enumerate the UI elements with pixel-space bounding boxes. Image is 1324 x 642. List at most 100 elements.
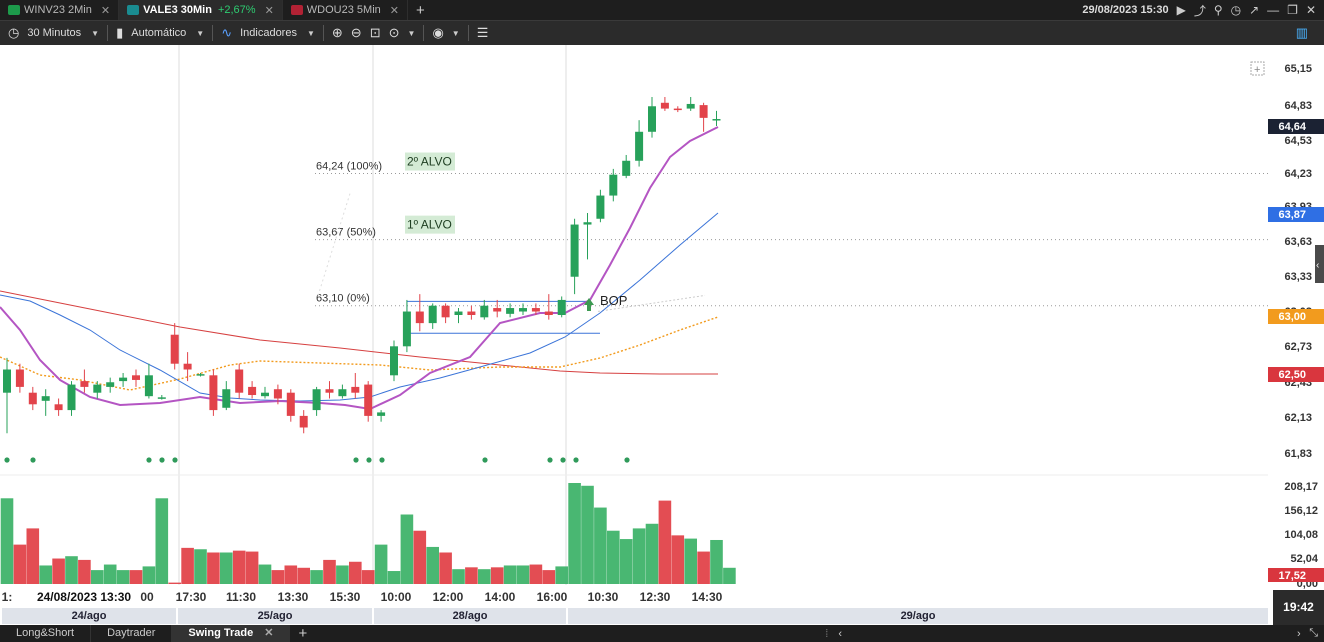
period-select[interactable]: ◷ 30 Minutos ▼ xyxy=(0,21,107,46)
time-tick: 12:00 xyxy=(433,590,464,604)
ma-fast-line xyxy=(0,126,719,411)
volume-bar xyxy=(594,507,607,584)
candle-body xyxy=(338,389,347,397)
chevron-down-icon[interactable]: ▼ xyxy=(407,28,416,38)
signal-dot xyxy=(482,457,488,463)
candle-body xyxy=(157,397,166,399)
candle-body xyxy=(209,375,218,411)
close-icon[interactable]: ✕ xyxy=(264,4,274,17)
candle-body xyxy=(28,392,37,405)
price-tick: 64,23 xyxy=(1284,168,1312,180)
zoom-area-icon[interactable]: ⊡ xyxy=(369,25,381,40)
link-icon[interactable]: ⚲ xyxy=(1213,3,1223,17)
scale-select[interactable]: ▮ Automático ▼ xyxy=(108,21,212,46)
price-tag-bg xyxy=(1268,119,1324,134)
brazil-flag-icon xyxy=(8,5,20,15)
sliders-icon: ☰ xyxy=(476,25,489,40)
crosshair-plus-icon: + xyxy=(1254,64,1260,76)
volume-bar xyxy=(516,565,530,584)
signal-dot xyxy=(547,457,553,463)
bop-label: BOP xyxy=(600,293,627,308)
candle-body xyxy=(648,106,656,132)
period-label: 30 Minutos xyxy=(27,27,82,39)
time-tick: 1: xyxy=(2,590,13,604)
price-tag-bg xyxy=(1268,309,1324,324)
candle-body xyxy=(583,222,592,225)
workspace-tab[interactable]: Daytrader xyxy=(91,625,173,642)
volume-bar xyxy=(568,483,581,584)
chart-toolbar: ◷ 30 Minutos ▼ ▮ Automático ▼ ∿ Indicado… xyxy=(0,20,1324,45)
close-icon[interactable]: ✕ xyxy=(264,627,274,639)
price-chart[interactable]: 64,24 (100%) 63,67 (50%) 63,10 (0%) 2º ALVO… xyxy=(0,45,1324,607)
candle-body xyxy=(170,334,179,364)
tab-wdou23[interactable]: WDOU23 5Min ✕ xyxy=(283,0,408,20)
volume-bar xyxy=(645,523,659,584)
visibility-select[interactable]: ◉ ▼ xyxy=(424,21,467,46)
signal-dot xyxy=(624,457,630,463)
candle-body xyxy=(480,305,489,318)
candle-body xyxy=(377,412,386,416)
candle-body xyxy=(54,404,63,411)
volume-bar xyxy=(387,571,401,584)
volume-bar xyxy=(607,530,620,584)
volume-bar xyxy=(555,566,568,584)
volume-bar xyxy=(284,565,298,584)
candle-body xyxy=(660,102,669,109)
indicators-select[interactable]: ∿ Indicadores ▼ xyxy=(213,21,323,46)
add-tab-icon[interactable]: + xyxy=(415,1,425,19)
zoom-in-icon[interactable]: ⊕ xyxy=(331,25,343,40)
time-tick: 24/08/2023 13:30 xyxy=(37,590,131,604)
zoom-out-icon[interactable]: ⊖ xyxy=(350,25,362,40)
restore-icon[interactable]: ❐ xyxy=(1287,3,1298,17)
clock-icon[interactable]: ◷ xyxy=(1230,3,1242,17)
volume-bar xyxy=(452,569,465,584)
eye-icon: ◉ xyxy=(432,25,444,40)
candle-body xyxy=(299,415,308,428)
settings-button[interactable]: ☰ xyxy=(469,21,505,46)
tab-winv23[interactable]: WINV23 2Min ✕ xyxy=(0,0,120,20)
scroll-left-icon[interactable]: ‹ xyxy=(838,627,842,640)
candle-body xyxy=(441,305,450,318)
chevron-left-icon: ‹ xyxy=(1316,260,1319,271)
tab-label: WINV23 2Min xyxy=(24,4,92,16)
bop-arrow-icon xyxy=(584,298,594,311)
add-workspace-icon[interactable]: + xyxy=(298,625,308,642)
time-tick: 10:00 xyxy=(381,590,412,604)
volume-bar xyxy=(13,544,27,584)
volume-bar xyxy=(374,544,388,584)
close-icon[interactable]: ✕ xyxy=(100,4,111,17)
time-axis-bg xyxy=(0,585,1268,607)
volume-bar xyxy=(194,549,207,584)
scroll-right-icon[interactable]: › xyxy=(1296,627,1301,640)
chevron-down-icon: ▼ xyxy=(306,28,315,38)
layout-button[interactable]: ▥ xyxy=(1288,21,1324,46)
trend-icon[interactable]: ↗ xyxy=(1249,3,1260,17)
tab-vale3[interactable]: VALE3 30Min +2,67% ✕ xyxy=(119,0,283,20)
volume-bar xyxy=(181,547,194,584)
volume-bar xyxy=(91,570,104,584)
play-icon[interactable]: ▶ xyxy=(1176,3,1186,17)
volume-bar xyxy=(478,569,491,584)
volume-bar xyxy=(490,567,504,584)
zoom-reset-icon[interactable]: ⊙ xyxy=(388,25,400,40)
volume-bar xyxy=(232,550,246,584)
more-icon[interactable]: ⁞ xyxy=(825,627,829,640)
close-window-icon[interactable]: ✕ xyxy=(1305,3,1316,17)
candle-body xyxy=(622,160,631,176)
workspace-tab[interactable]: Long&Short xyxy=(0,625,92,642)
volume-bar xyxy=(207,552,220,584)
price-tick: 63,63 xyxy=(1284,236,1312,248)
time-tick: 17:30 xyxy=(176,590,207,604)
volume-bar xyxy=(168,582,181,584)
expand-icon[interactable]: ⤡ xyxy=(1309,627,1318,639)
minimize-icon[interactable]: — xyxy=(1267,3,1280,17)
share-icon[interactable]: ⤴ xyxy=(1193,3,1206,18)
workspace-tab[interactable]: Swing Trade ✕ xyxy=(172,625,291,642)
candle-body xyxy=(699,105,708,118)
day-label: 25/ago xyxy=(178,608,372,624)
indicators-icon: ∿ xyxy=(221,25,233,40)
tab-bar: WINV23 2Min ✕ VALE3 30Min +2,67% ✕ WDOU2… xyxy=(0,0,1324,20)
ma-mid-line xyxy=(0,212,719,402)
close-icon[interactable]: ✕ xyxy=(389,4,399,17)
volume-bar xyxy=(723,567,736,584)
